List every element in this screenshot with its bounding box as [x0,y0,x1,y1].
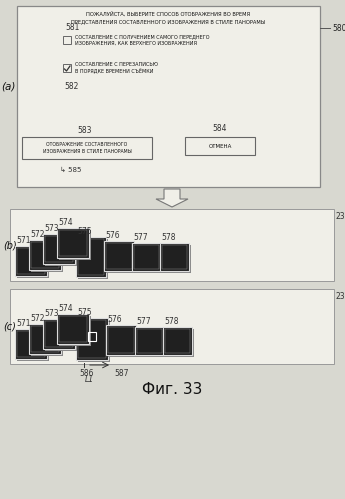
Bar [78,320,106,358]
Text: 578: 578 [161,233,176,242]
Bar [57,314,89,344]
Text: 587: 587 [114,369,128,378]
Bar [45,321,73,347]
Text: 583: 583 [77,126,91,135]
Bar [45,236,77,265]
Bar [17,330,49,360]
Text: ПОЖАЛУЙСТА, ВЫБЕРИТЕ СПОСОБ ОТОБРАЖЕНИЯ ВО ВРЕМЯ
ПРЕДСТАВЛЕНИЯ СОСТАВЛЕННОГО ИЗО: ПОЖАЛУЙСТА, ВЫБЕРИТЕ СПОСОБ ОТОБРАЖЕНИЯ … [71,12,266,24]
Bar [29,324,61,354]
Bar [45,236,73,262]
Bar [162,245,187,269]
Text: 576: 576 [105,231,120,240]
Bar [63,64,71,72]
Text: 573: 573 [44,224,59,233]
Bar [106,243,132,269]
Text: 572: 572 [30,230,45,239]
Bar [135,327,164,355]
Bar [45,320,77,350]
Text: 571: 571 [16,236,30,245]
Bar [106,243,136,272]
Bar [59,230,87,256]
Bar [137,328,166,356]
Text: 574: 574 [58,218,73,227]
Bar [185,137,255,155]
Bar [108,326,138,356]
Text: 230: 230 [336,212,345,221]
Bar [17,248,45,274]
Polygon shape [156,189,188,207]
Text: (c): (c) [3,321,16,331]
Text: 575: 575 [77,308,92,317]
Text: 572: 572 [30,314,45,323]
Bar [76,237,106,277]
Bar [108,327,134,353]
Text: 230: 230 [336,292,345,301]
Text: (b): (b) [3,240,17,250]
Bar [78,239,108,278]
Bar [17,248,49,277]
Bar [134,245,162,272]
Text: 576: 576 [107,315,122,324]
Bar [104,241,134,271]
Text: 575: 575 [77,227,92,236]
Text: 574: 574 [58,304,73,313]
Text: ОТМЕНА: ОТМЕНА [208,144,232,149]
Text: 584: 584 [212,124,227,133]
Text: 582: 582 [64,82,78,91]
Bar [30,325,62,355]
Bar [43,319,75,349]
Text: 573: 573 [44,309,59,318]
Text: ОТОБРАЖЕНИЕ СОСТАВЛЕННОГО
ИЗОБРАЖЕНИЯ В СТИЛЕ ПАНОРАМЫ: ОТОБРАЖЕНИЕ СОСТАВЛЕННОГО ИЗОБРАЖЕНИЯ В … [43,142,131,154]
Text: (a): (a) [1,81,15,91]
Bar [63,36,71,44]
Bar [57,228,89,258]
Text: СОСТАВЛЕНИЕ С ПОЛУЧЕНИЕМ САМОГО ПЕРЕДНЕГО
ИЗОБРАЖЕНИЯ, КАК ВЕРХНЕГО ИЗОБРАЖЕНИЯ: СОСТАВЛЕНИЕ С ПОЛУЧЕНИЕМ САМОГО ПЕРЕДНЕГ… [75,34,209,45]
Text: 586: 586 [79,369,93,378]
Text: 581: 581 [65,23,79,32]
Bar [137,329,162,353]
Text: ↳ 585: ↳ 585 [60,167,81,173]
Bar [134,245,159,269]
Bar [59,230,90,259]
Bar [165,329,190,353]
Bar [10,289,334,364]
Text: 578: 578 [164,317,178,326]
Bar [10,209,334,281]
Text: Фиг. 33: Фиг. 33 [142,382,202,397]
Bar [15,246,47,276]
Bar [78,319,109,361]
Text: 571: 571 [16,319,30,328]
Text: 577: 577 [136,317,151,326]
Bar [78,239,104,275]
Text: L1: L1 [85,375,94,384]
Bar [132,243,161,271]
Bar [165,328,194,356]
Bar [76,318,108,360]
Bar [88,332,96,341]
Bar [31,242,59,268]
Bar [163,327,192,355]
Text: СОСТАВЛЕНИЕ С ПЕРЕЗАПИСЬЮ
В ПОРЯДКЕ ВРЕМЕНИ СЪЁМКИ: СОСТАВЛЕНИЕ С ПЕРЕЗАПИСЬЮ В ПОРЯДКЕ ВРЕМ… [75,62,158,74]
Text: 577: 577 [133,233,148,242]
Bar [160,243,189,271]
Bar [43,234,75,264]
Bar [161,245,190,272]
Bar [15,329,47,359]
Bar [22,137,152,159]
Bar [17,6,320,187]
Bar [30,242,62,271]
Bar [31,326,59,352]
Bar [29,240,61,270]
Bar [59,315,90,345]
Text: 580: 580 [332,23,345,32]
Bar [59,316,87,342]
Bar [106,325,136,355]
Bar [17,331,45,357]
